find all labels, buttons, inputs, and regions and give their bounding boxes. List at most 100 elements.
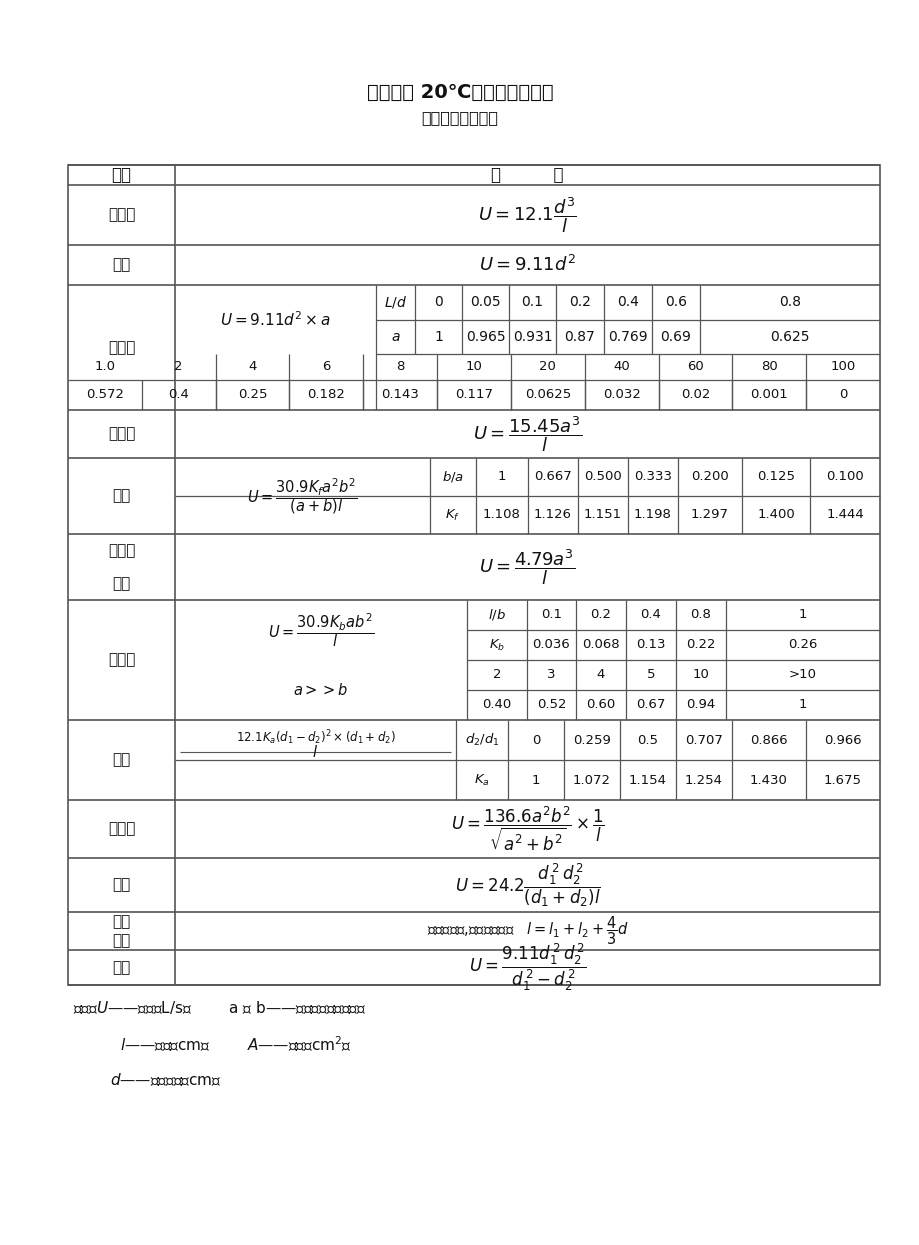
Text: 0.769: 0.769 [607, 330, 647, 344]
Text: $d$——管道直径（cm）: $d$——管道直径（cm） [110, 1072, 221, 1088]
Text: 5: 5 [646, 669, 654, 681]
Text: 0.1: 0.1 [521, 295, 543, 310]
Text: 0.4: 0.4 [617, 295, 638, 310]
Text: 0.143: 0.143 [380, 388, 419, 401]
Text: 6: 6 [322, 361, 330, 373]
Text: $b/a$: $b/a$ [441, 469, 463, 484]
Text: 0.13: 0.13 [636, 639, 665, 651]
Text: 0.4: 0.4 [640, 609, 661, 621]
Text: 1.108: 1.108 [482, 508, 520, 522]
Text: $U=\dfrac{136.6a^2b^2}{\sqrt{a^2+b^2}}\times\dfrac{1}{l}$: $U=\dfrac{136.6a^2b^2}{\sqrt{a^2+b^2}}\t… [450, 804, 604, 853]
Text: 《真空设计手册》: 《真空设计手册》 [421, 111, 498, 126]
Text: 100: 100 [830, 361, 855, 373]
Text: 0.94: 0.94 [686, 698, 715, 711]
Text: 0.02: 0.02 [680, 388, 709, 401]
Text: 1: 1 [531, 773, 539, 787]
Text: 缩孔: 缩孔 [112, 960, 130, 975]
Text: $a>>b$: $a>>b$ [293, 682, 348, 698]
Text: 圆孔: 圆孔 [112, 258, 130, 273]
Text: 4: 4 [596, 669, 605, 681]
Text: 1.0: 1.0 [95, 361, 115, 373]
Text: 0.667: 0.667 [534, 471, 572, 483]
Text: 0.22: 0.22 [686, 639, 715, 651]
Text: 矩形: 矩形 [112, 488, 130, 503]
Text: $U=9.11d^2$: $U=9.11d^2$ [479, 255, 575, 275]
Text: 项目: 项目 [111, 166, 131, 184]
Text: 1.198: 1.198 [633, 508, 671, 522]
Text: 0.032: 0.032 [602, 388, 640, 401]
Text: $l$——管长（cm）        $A$——面积（cm$^2$）: $l$——管长（cm） $A$——面积（cm$^2$） [119, 1035, 351, 1053]
Text: 公          式: 公 式 [491, 166, 563, 184]
Text: 0.001: 0.001 [750, 388, 788, 401]
Text: 1: 1 [497, 471, 505, 483]
Text: $K_f$: $K_f$ [445, 508, 460, 523]
Text: 10: 10 [692, 669, 709, 681]
Text: 1.444: 1.444 [825, 508, 863, 522]
Text: 1.675: 1.675 [823, 773, 861, 787]
Text: 2: 2 [493, 669, 501, 681]
Text: 锥形: 锥形 [112, 878, 130, 893]
Text: 等边三: 等边三 [108, 543, 135, 558]
Text: $K_a$: $K_a$ [473, 772, 489, 788]
Text: $U=24.2\dfrac{d_1^{\,2}\,d_2^{\,2}}{(d_1+d_2)l}$: $U=24.2\dfrac{d_1^{\,2}\,d_2^{\,2}}{(d_1… [454, 862, 600, 909]
Text: 0.8: 0.8 [690, 609, 710, 621]
Text: 0.707: 0.707 [685, 733, 722, 747]
Text: $U=9.11d^2\times a$: $U=9.11d^2\times a$ [220, 310, 331, 329]
Text: 0.117: 0.117 [455, 388, 493, 401]
Text: 0.1: 0.1 [540, 609, 562, 621]
Text: 0.52: 0.52 [536, 698, 565, 711]
Text: $12.1K_a(d_1-d_2)^2\times(d_1+d_2)$: $12.1K_a(d_1-d_2)^2\times(d_1+d_2)$ [235, 728, 395, 747]
Text: 60: 60 [686, 361, 703, 373]
Text: 4: 4 [248, 361, 256, 373]
Text: 0.0625: 0.0625 [524, 388, 571, 401]
Text: $U=\dfrac{4.79a^3}{l}$: $U=\dfrac{4.79a^3}{l}$ [479, 547, 575, 586]
Text: 1: 1 [798, 609, 806, 621]
Text: 0.625: 0.625 [769, 330, 809, 344]
Text: $d_2/d_1$: $d_2/d_1$ [464, 732, 499, 748]
Text: 0.500: 0.500 [584, 471, 621, 483]
Text: 椭圆形: 椭圆形 [108, 822, 135, 837]
Text: $L/d$: $L/d$ [383, 295, 407, 310]
Text: 0.259: 0.259 [573, 733, 610, 747]
Text: 1.072: 1.072 [573, 773, 610, 787]
Text: 符号：$U$——流导（L/s）        a 和 b——椭圆长半轴、短半轴: 符号：$U$——流导（L/s） a 和 b——椭圆长半轴、短半轴 [73, 1000, 366, 1016]
Text: 0.5: 0.5 [637, 733, 658, 747]
Text: 0.931: 0.931 [512, 330, 551, 344]
Text: 圆短管: 圆短管 [108, 340, 135, 355]
Text: 0: 0 [531, 733, 539, 747]
Text: 0.2: 0.2 [569, 295, 590, 310]
Text: 1: 1 [798, 698, 806, 711]
Text: 0.965: 0.965 [465, 330, 505, 344]
Text: $U=12.1\dfrac{d^3}{l}$: $U=12.1\dfrac{d^3}{l}$ [478, 195, 576, 235]
Text: 1.154: 1.154 [629, 773, 666, 787]
Text: 1.126: 1.126 [533, 508, 572, 522]
Text: >10: >10 [789, 669, 816, 681]
Text: 0.25: 0.25 [237, 388, 267, 401]
Text: 0.67: 0.67 [636, 698, 665, 711]
Text: 1.254: 1.254 [685, 773, 722, 787]
Text: 0.966: 0.966 [823, 733, 861, 747]
Text: 0.26: 0.26 [788, 639, 817, 651]
Text: 20: 20 [539, 361, 556, 373]
Text: 1: 1 [434, 330, 442, 344]
Text: 0.182: 0.182 [307, 388, 345, 401]
Text: 0.8: 0.8 [778, 295, 800, 310]
Text: 40: 40 [613, 361, 630, 373]
Text: 0.100: 0.100 [825, 471, 863, 483]
Text: 直角: 直角 [112, 914, 130, 929]
Text: 按直管计算,管道计算长度   $l=l_1+l_2+\dfrac{4}{3}d$: 按直管计算,管道计算长度 $l=l_1+l_2+\dfrac{4}{3}d$ [426, 915, 628, 947]
Text: 0.69: 0.69 [660, 330, 691, 344]
Text: 0.40: 0.40 [482, 698, 511, 711]
Text: 0: 0 [434, 295, 442, 310]
Text: 0.125: 0.125 [756, 471, 794, 483]
Text: 0.6: 0.6 [664, 295, 686, 310]
Text: 0.2: 0.2 [590, 609, 611, 621]
Text: 分子流下 20℃空气的管道流导: 分子流下 20℃空气的管道流导 [367, 82, 552, 102]
Text: 1.151: 1.151 [584, 508, 621, 522]
Text: 弯管: 弯管 [112, 933, 130, 947]
Text: 1.297: 1.297 [690, 508, 728, 522]
Text: 0.200: 0.200 [690, 471, 728, 483]
Text: $U=\dfrac{15.45a^3}{l}$: $U=\dfrac{15.45a^3}{l}$ [472, 415, 582, 454]
Text: 1.400: 1.400 [756, 508, 794, 522]
Text: 80: 80 [760, 361, 777, 373]
